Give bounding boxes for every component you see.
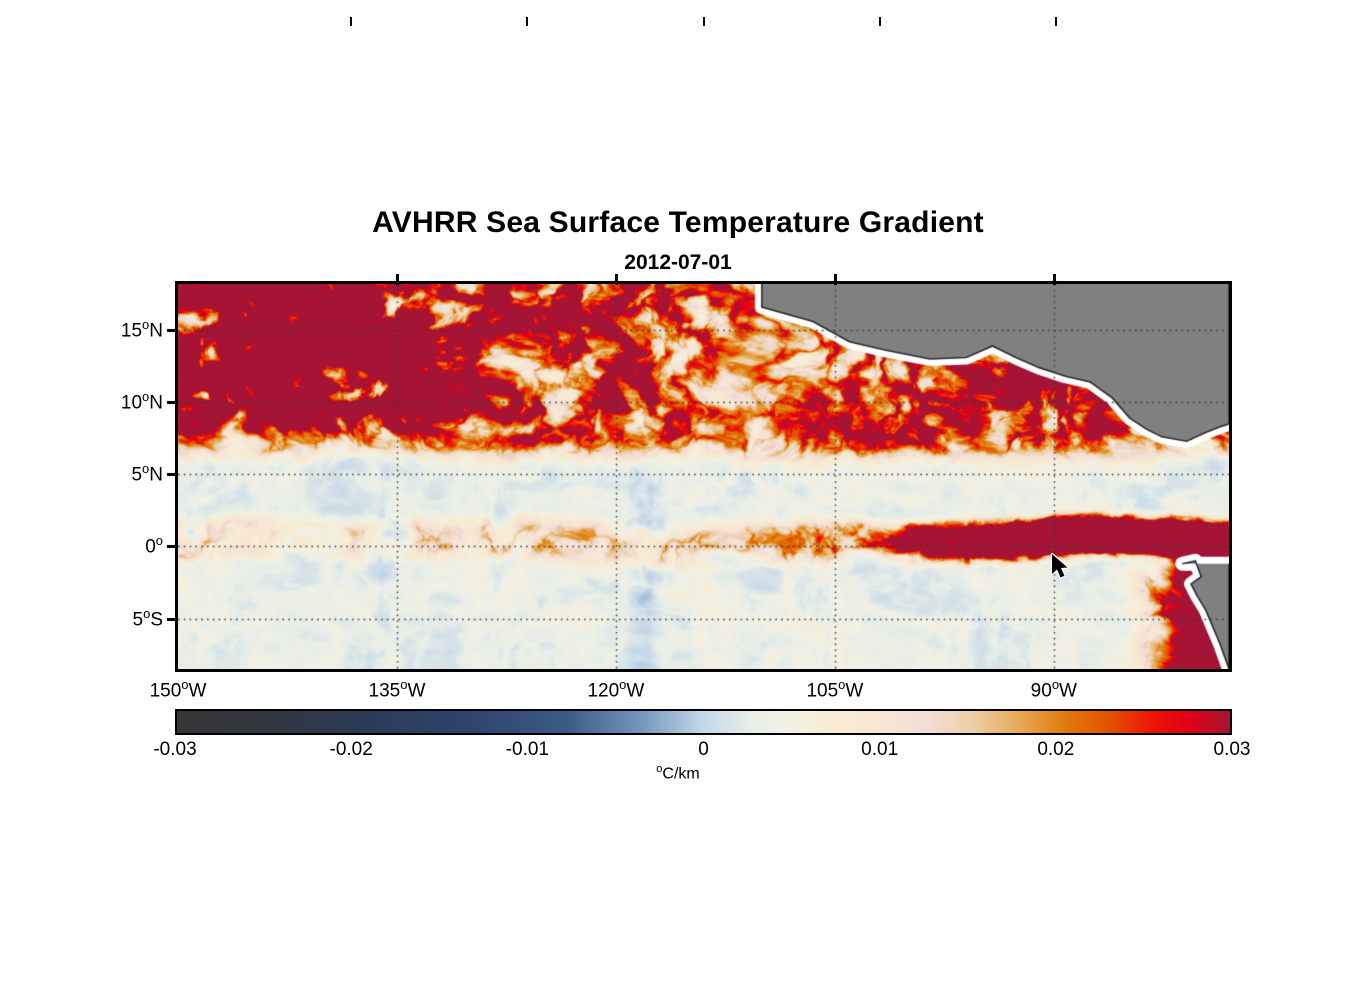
x-tick-label-0: 150oW	[149, 677, 207, 702]
colorbar-unit-label: oC/km	[656, 763, 700, 783]
colorbar-tick-mark-1	[350, 17, 353, 26]
y-tick-label-0: 15oN	[120, 317, 163, 342]
y-tick-mark-3	[167, 545, 178, 549]
y-tick-mark-0	[167, 329, 178, 333]
mouse-pointer-icon	[1050, 553, 1069, 579]
colorbar-tick-label-4: 0.01	[861, 739, 899, 760]
x-tick-mark-1	[395, 274, 399, 285]
colorbar-gradient	[177, 711, 1230, 733]
y-tick-label-4: 5oS	[132, 605, 164, 630]
colorbar-tick-label-3: 0	[698, 739, 709, 760]
map-plot-area[interactable]	[175, 281, 1232, 672]
page-subtitle: 2012-07-01	[624, 251, 732, 274]
colorbar-tick-label-2: -0.01	[505, 739, 549, 760]
sst-gradient-heatmap	[178, 284, 1229, 669]
x-tick-mark-3	[833, 274, 837, 285]
colorbar-tick-mark-4	[878, 17, 881, 26]
colorbar-tick-label-1: -0.02	[329, 739, 373, 760]
y-tick-mark-4	[167, 617, 178, 621]
colorbar-tick-mark-2	[526, 17, 529, 26]
y-tick-label-2: 5oN	[131, 461, 163, 486]
x-tick-label-2: 120oW	[587, 677, 645, 702]
x-tick-label-3: 105oW	[806, 677, 864, 702]
y-tick-label-3: 0o	[145, 533, 163, 558]
x-tick-label-4: 90oW	[1030, 677, 1077, 702]
colorbar-tick-label-5: 0.02	[1037, 739, 1075, 760]
x-tick-mark-2	[614, 274, 618, 285]
x-tick-mark-4	[1052, 274, 1056, 285]
colorbar-tick-mark-3	[702, 17, 705, 26]
colorbar[interactable]	[175, 709, 1232, 735]
y-tick-mark-1	[167, 401, 178, 405]
y-tick-mark-2	[167, 473, 178, 477]
colorbar-tick-label-6: 0.03	[1213, 739, 1251, 760]
colorbar-tick-label-0: -0.03	[153, 739, 197, 760]
colorbar-tick-mark-5	[1054, 17, 1057, 26]
page-title: AVHRR Sea Surface Temperature Gradient	[372, 206, 984, 239]
x-tick-label-1: 135oW	[368, 677, 426, 702]
y-tick-label-1: 10oN	[120, 389, 163, 414]
